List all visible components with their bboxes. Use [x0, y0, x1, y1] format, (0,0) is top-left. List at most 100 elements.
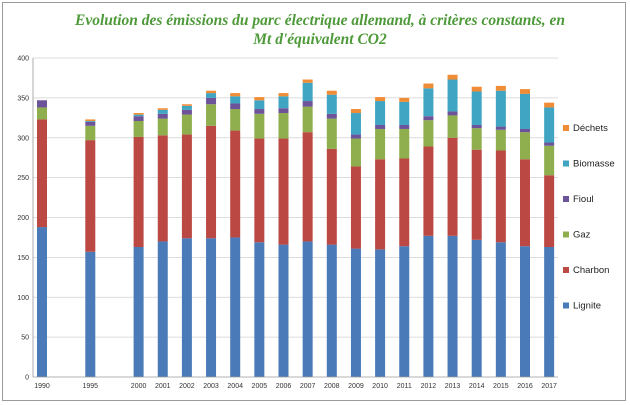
bar-segment-charbon: [471, 149, 482, 240]
bar-segment-déchets: [157, 108, 168, 110]
axes: 0 50 100 150 200 250 300 350 400 1990 1995 2000 2001…: [17, 56, 558, 390]
bar-segment-biomasse: [350, 113, 361, 135]
bar-segment-gaz: [206, 104, 217, 126]
bar-segment-biomasse: [399, 101, 410, 125]
legend-label: Déchets: [573, 123, 608, 134]
bar-segment-biomasse: [206, 93, 217, 98]
legend-label: Lignite: [573, 301, 601, 312]
bar-segment-biomasse: [230, 96, 241, 104]
bar-segment-lignite: [544, 247, 555, 377]
bar-segment-déchets: [375, 97, 386, 102]
bar-segment-charbon: [447, 137, 458, 236]
bar-segment-charbon: [206, 125, 217, 239]
bar-segment-lignite: [85, 251, 96, 377]
bar-segment-lignite: [254, 242, 265, 377]
bar-segment-déchets: [133, 113, 144, 115]
bar-segment-gaz: [181, 114, 192, 135]
bar-segment-fioul: [375, 124, 386, 129]
bar-segment-biomasse: [181, 105, 192, 110]
x-tick-label: 2007: [300, 383, 316, 390]
chart-title-line1: Evolution des émissions du parc électriq…: [75, 12, 565, 29]
bar-segment-gaz: [85, 125, 96, 141]
y-tick-label: 400: [17, 56, 29, 63]
bar-segment-fioul: [230, 103, 241, 110]
bar-segment-biomasse: [471, 91, 482, 125]
bar-segment-gaz: [544, 145, 555, 176]
bar-segment-gaz: [520, 132, 530, 160]
bar-segment-lignite: [326, 244, 337, 377]
x-tick-label: 2004: [227, 383, 243, 390]
bar-segment-déchets: [423, 83, 434, 89]
x-tick-label: 2014: [469, 383, 485, 390]
legend-label: Biomasse: [573, 159, 615, 170]
bar-segment-charbon: [350, 166, 361, 249]
legend-label: Fioul: [573, 194, 594, 205]
bar-segment-déchets: [399, 97, 410, 102]
bar-segment-charbon: [133, 136, 144, 248]
x-tick-label: 2011: [397, 383, 412, 390]
bar-segment-biomasse: [423, 88, 434, 117]
bar-segment-lignite: [278, 244, 289, 377]
bar-segment-charbon: [520, 159, 530, 247]
bar-segment-fioul: [181, 109, 192, 115]
x-tick-label: 2012: [421, 383, 437, 390]
bar-segment-fioul: [206, 97, 217, 105]
bar-segment-déchets: [326, 90, 337, 95]
bar-segment-biomasse: [133, 114, 144, 117]
legend-swatch: [563, 125, 569, 131]
bar-segment-lignite: [37, 227, 47, 377]
x-tick-label: 2005: [252, 383, 268, 390]
x-tick-label: 2017: [541, 383, 557, 390]
bar-segment-déchets: [254, 97, 265, 101]
x-tick-label: 2002: [179, 383, 195, 390]
bar-segment-fioul: [278, 108, 289, 114]
bar-segment-fioul: [85, 121, 96, 126]
legend-swatch: [563, 231, 569, 238]
legend-label: Gaz: [573, 230, 591, 241]
bar-segment-gaz: [133, 121, 144, 137]
bar-segment-fioul: [350, 134, 361, 139]
x-tick-label: 1990: [34, 383, 50, 390]
y-tick-label: 50: [21, 335, 29, 342]
bar-segment-gaz: [302, 106, 313, 133]
bar-segment-gaz: [495, 129, 506, 151]
bar-segment-charbon: [37, 119, 47, 228]
bar-segment-biomasse: [278, 96, 289, 109]
x-tick-label: 2001: [155, 383, 171, 390]
bar-segment-fioul: [399, 124, 410, 129]
legend-swatch: [563, 196, 569, 202]
bar-segment-charbon: [495, 150, 506, 243]
y-tick-label: 350: [17, 95, 29, 102]
bar-segment-biomasse: [520, 93, 530, 129]
bar-segment-biomasse: [302, 82, 313, 102]
y-tick-label: 100: [17, 295, 29, 302]
bar-segment-gaz: [254, 113, 265, 139]
bar-segment-déchets: [447, 74, 458, 80]
bar-segment-charbon: [302, 132, 313, 242]
bar-segment-fioul: [37, 100, 47, 108]
bar-segment-lignite: [520, 246, 530, 377]
x-tick-label: 2008: [324, 383, 340, 390]
bar-segment-fioul: [302, 101, 313, 107]
bar-segment-charbon: [399, 158, 410, 247]
bar-segment-fioul: [520, 128, 530, 133]
bar-segment-gaz: [37, 107, 47, 120]
bar-segment-charbon: [326, 148, 337, 245]
legend-swatch: [563, 160, 569, 167]
y-tick-label: 150: [17, 255, 29, 262]
bar-segment-lignite: [423, 235, 434, 377]
bar-segment-lignite: [133, 247, 144, 377]
bar-segment-charbon: [375, 159, 386, 250]
bar-segment-charbon: [254, 138, 265, 243]
bar-stacks: [37, 74, 555, 377]
x-tick-label: 2006: [276, 383, 292, 390]
bar-segment-fioul: [423, 116, 434, 121]
bar-segment-charbon: [181, 134, 192, 239]
bar-segment-biomasse: [447, 79, 458, 112]
bar-segment-lignite: [302, 241, 313, 377]
chart-title-line2: Mt d'équivalent CO2: [253, 31, 387, 48]
bar-segment-lignite: [399, 246, 410, 377]
bar-segment-gaz: [230, 109, 241, 131]
bar-segment-gaz: [447, 115, 458, 138]
bar-segment-gaz: [350, 138, 361, 167]
